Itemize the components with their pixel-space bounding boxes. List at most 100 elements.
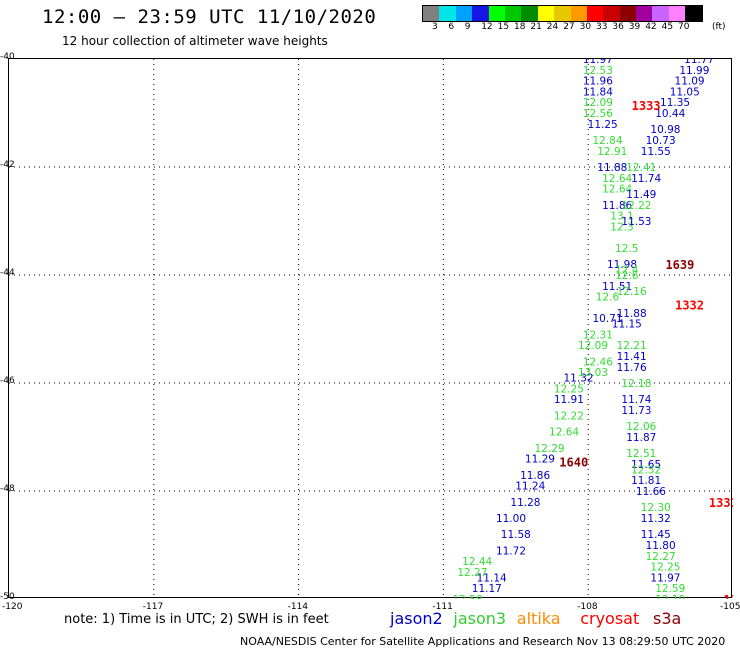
wave-height-obs: 12.22	[621, 200, 651, 212]
wave-height-obs: 11.41	[617, 351, 647, 363]
x-tick-label: -105	[720, 602, 740, 612]
wave-height-obs: 12.16	[617, 286, 647, 298]
wave-height-obs: 11.77	[684, 59, 714, 66]
wave-height-obs: 11.81	[631, 475, 661, 487]
wave-height-obs: 11.29	[525, 454, 555, 466]
legend-swatch	[521, 6, 538, 21]
wave-height-obs: 12.84	[592, 135, 622, 147]
wave-height-obs: 12.53	[583, 65, 613, 77]
wave-height-obs: 11.45	[641, 529, 671, 541]
satellite-legend-item: altika	[516, 609, 561, 628]
x-tick-label: -117	[142, 602, 164, 612]
wave-height-obs: 11.25	[588, 119, 618, 131]
legend-label: 30	[579, 22, 592, 32]
wave-height-obs: 11.97	[583, 59, 613, 66]
satellite-legend-item: jason3	[453, 609, 507, 628]
wave-height-obs: 11.32	[641, 513, 671, 525]
wave-height-obs: 12.51	[626, 448, 656, 460]
legend-swatch	[472, 6, 489, 21]
wave-height-obs: 12.27	[646, 551, 676, 563]
wave-height-obs: 11.55	[641, 146, 671, 158]
legend-label: 18	[514, 22, 526, 32]
legend-swatch	[554, 6, 571, 21]
legend-swatch	[504, 6, 522, 21]
wave-height-obs: 12.06	[626, 421, 656, 433]
legend-label: 24	[546, 22, 559, 32]
legend-label: 42	[645, 22, 657, 32]
y-tick-label: -40	[0, 52, 15, 62]
wave-height-obs: 12.64	[549, 427, 579, 439]
legend-swatch	[619, 6, 637, 21]
pass-number-label: 1333	[632, 99, 661, 113]
legend-label: 39	[628, 22, 641, 32]
wave-height-obs: 11.05	[670, 86, 700, 98]
wave-height-obs: 11.51	[602, 281, 632, 293]
satellite-legend-item: jason2	[390, 609, 443, 628]
legend-label: 45	[661, 22, 674, 32]
credit-line: NOAA/NESDIS Center for Satellite Applica…	[240, 635, 726, 648]
legend-swatch	[603, 6, 620, 21]
legend-swatch	[537, 6, 555, 21]
y-tick-label: -48	[0, 484, 15, 494]
wave-height-obs: 10.44	[655, 108, 685, 120]
wave-height-obs: 12.18	[621, 378, 651, 390]
wave-height-obs: 12.30	[641, 502, 671, 514]
legend-swatch	[439, 6, 456, 21]
wave-height-obs: 11.35	[660, 97, 690, 109]
legend-swatch	[570, 6, 587, 21]
y-tick-label: -46	[0, 376, 15, 386]
legend-swatch	[636, 6, 653, 21]
wave-height-obs: 11.66	[636, 486, 666, 498]
wave-height-obs: 12.3	[610, 221, 633, 233]
wave-height-obs: 11.97	[650, 572, 680, 584]
wave-height-obs: 11.88	[597, 162, 627, 174]
legend-label: 15	[497, 22, 510, 32]
wave-height-obs: 10.71	[592, 313, 622, 325]
wave-height-obs: 12.21	[617, 340, 647, 352]
wave-height-obs: 11.91	[554, 394, 584, 406]
legend-label: 12	[481, 22, 493, 32]
wave-height-obs: 13.1	[610, 211, 633, 223]
wave-height-obs: 12.91	[597, 146, 627, 158]
wave-height-obs: 12.64	[602, 173, 632, 185]
map-plot-area: 11.97 11.96 11.84 11.25 11.88 11.86 11.98 11.51…	[8, 58, 733, 599]
wave-height-obs: 11.72	[496, 545, 526, 557]
wave-height-obs: 12.25	[650, 562, 680, 574]
wave-height-obs: 12.58	[453, 594, 483, 599]
wave-height-obs: 12.46	[583, 356, 613, 368]
wave-height-obs: 12.5	[615, 243, 638, 255]
wave-height-obs: 11.74	[631, 173, 661, 185]
wave-height-obs: 11.00	[496, 513, 526, 525]
legend-swatch	[488, 6, 505, 21]
wave-height-obs: 11.87	[626, 432, 656, 444]
page-title: 12:00 — 23:59 UTC 11/10/2020	[42, 6, 377, 28]
wave-height-obs: 12.59	[655, 583, 685, 595]
wave-height-obs: 12.09	[583, 97, 613, 109]
wave-height-obs: 11.73	[621, 405, 651, 417]
pass-number-label: 1640	[559, 455, 588, 469]
pass-number-label: 1332	[675, 299, 704, 313]
wave-height-obs: 11.53	[621, 216, 651, 228]
wave-height-obs: 12.27	[457, 567, 487, 579]
wave-height-obs: 12.31	[583, 329, 613, 341]
legend-label: 36	[612, 22, 624, 32]
wave-height-obs: 11.98	[607, 259, 637, 271]
wave-height-obs: 12.64	[602, 184, 632, 196]
legend-label: 70	[678, 22, 690, 32]
legend-label: 33	[596, 22, 608, 32]
wave-height-obs: 11.86	[520, 470, 550, 482]
satellite-legend-item: cryosat	[580, 609, 640, 628]
wave-height-obs: 12.56	[583, 108, 613, 120]
wave-height-obs: 12.4	[615, 265, 639, 277]
wave-height-obs: 11.09	[675, 76, 705, 88]
y-tick-label: -50	[0, 592, 15, 602]
wave-height-obs: 11.80	[646, 540, 676, 552]
wave-height-obs: 11.76	[617, 362, 647, 374]
wave-height-obs: 11.32	[564, 373, 594, 385]
legend-unit-label: (ft)	[712, 22, 726, 32]
footnote: note: 1) Time is in UTC; 2) SWH is in fe…	[64, 612, 329, 627]
wave-height-obs: 12.44	[462, 556, 492, 568]
legend-swatch	[652, 6, 669, 21]
wave-height-obs: 12.52	[631, 464, 661, 476]
